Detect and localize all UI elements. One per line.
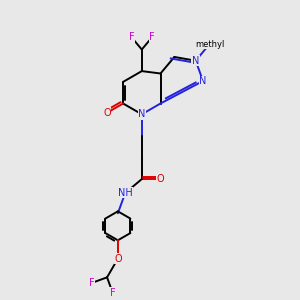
- Text: O: O: [114, 254, 122, 264]
- Text: N: N: [138, 109, 146, 119]
- Text: O: O: [103, 108, 111, 118]
- Text: F: F: [110, 288, 116, 298]
- Text: N: N: [200, 76, 207, 86]
- Text: F: F: [89, 278, 94, 288]
- Text: N: N: [192, 56, 199, 66]
- Text: F: F: [129, 32, 134, 42]
- Text: methyl: methyl: [195, 40, 224, 49]
- Text: NH: NH: [118, 188, 133, 198]
- Text: O: O: [156, 174, 164, 184]
- Text: F: F: [149, 32, 155, 42]
